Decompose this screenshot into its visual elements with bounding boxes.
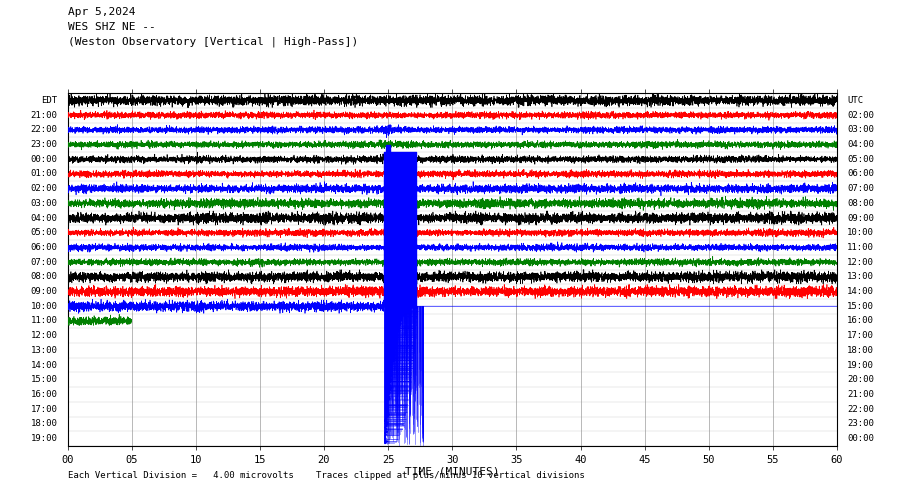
Text: 21:00: 21:00	[847, 390, 874, 399]
Text: 08:00: 08:00	[31, 272, 58, 281]
Text: 19:00: 19:00	[31, 434, 58, 443]
Text: 07:00: 07:00	[31, 258, 58, 267]
Text: 21:00: 21:00	[31, 111, 58, 120]
Text: 03:00: 03:00	[31, 199, 58, 208]
Text: 05:00: 05:00	[31, 228, 58, 237]
Text: 12:00: 12:00	[847, 258, 874, 267]
Text: 15:00: 15:00	[847, 302, 874, 311]
Text: 14:00: 14:00	[847, 287, 874, 296]
Text: 05:00: 05:00	[847, 155, 874, 164]
Text: 02:00: 02:00	[31, 184, 58, 193]
Text: 06:00: 06:00	[31, 243, 58, 252]
Text: 13:00: 13:00	[31, 346, 58, 355]
Text: 10:00: 10:00	[847, 228, 874, 237]
Text: 11:00: 11:00	[847, 243, 874, 252]
Text: 04:00: 04:00	[847, 140, 874, 149]
Text: 12:00: 12:00	[31, 331, 58, 340]
Text: 14:00: 14:00	[31, 361, 58, 369]
Text: Each Vertical Division =   4.00 microvolts: Each Vertical Division = 4.00 microvolts	[68, 471, 293, 480]
Text: 00:00: 00:00	[31, 155, 58, 164]
Text: 23:00: 23:00	[31, 140, 58, 149]
X-axis label: TIME (MINUTES): TIME (MINUTES)	[405, 466, 500, 476]
Text: 00:00: 00:00	[847, 434, 874, 443]
Text: UTC: UTC	[847, 96, 863, 105]
Text: 10:00: 10:00	[31, 302, 58, 311]
Text: 19:00: 19:00	[847, 361, 874, 369]
Text: 17:00: 17:00	[847, 331, 874, 340]
Text: 18:00: 18:00	[847, 346, 874, 355]
Text: 02:00: 02:00	[847, 111, 874, 120]
Text: 08:00: 08:00	[847, 199, 874, 208]
Text: 04:00: 04:00	[31, 214, 58, 222]
Text: 03:00: 03:00	[847, 125, 874, 134]
Text: 22:00: 22:00	[847, 405, 874, 414]
Text: 15:00: 15:00	[31, 375, 58, 384]
Text: Apr 5,2024: Apr 5,2024	[68, 7, 135, 17]
Text: 22:00: 22:00	[31, 125, 58, 134]
Text: WES SHZ NE --: WES SHZ NE --	[68, 22, 155, 32]
Text: 16:00: 16:00	[847, 317, 874, 325]
Text: 16:00: 16:00	[31, 390, 58, 399]
Text: EDT: EDT	[41, 96, 58, 105]
Text: 20:00: 20:00	[847, 375, 874, 384]
Text: 13:00: 13:00	[847, 272, 874, 281]
Text: 07:00: 07:00	[847, 184, 874, 193]
Text: 11:00: 11:00	[31, 317, 58, 325]
Text: Traces clipped at plus/minus 10 vertical divisions: Traces clipped at plus/minus 10 vertical…	[316, 471, 584, 480]
Text: (Weston Observatory [Vertical | High-Pass]): (Weston Observatory [Vertical | High-Pas…	[68, 37, 358, 47]
Text: 09:00: 09:00	[31, 287, 58, 296]
Text: 23:00: 23:00	[847, 419, 874, 428]
Text: 06:00: 06:00	[847, 170, 874, 178]
Text: 01:00: 01:00	[31, 170, 58, 178]
Text: 09:00: 09:00	[847, 214, 874, 222]
Text: 18:00: 18:00	[31, 419, 58, 428]
Text: 17:00: 17:00	[31, 405, 58, 414]
